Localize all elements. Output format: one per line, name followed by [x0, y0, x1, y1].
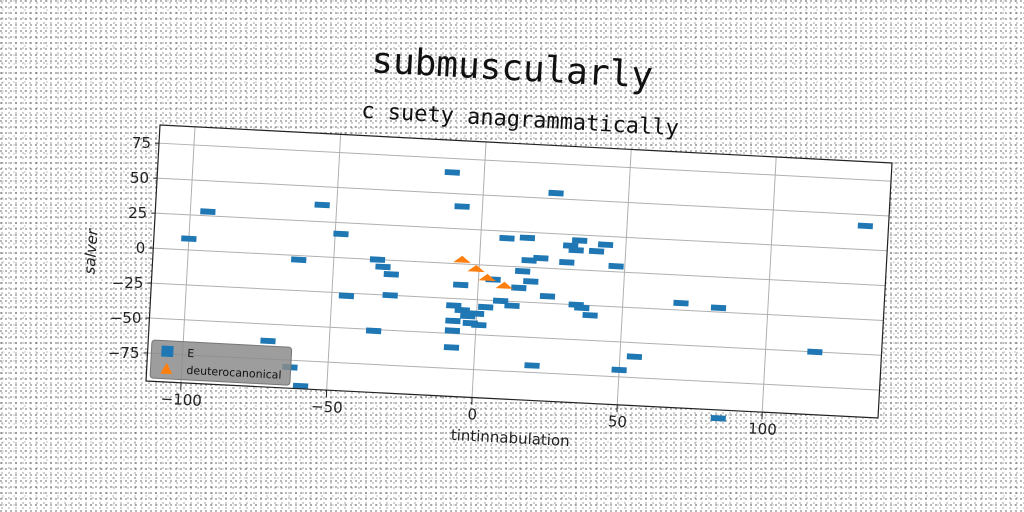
chart-subtitle: c suety anagrammatically: [361, 99, 680, 142]
y-tick-label: −75: [108, 344, 140, 362]
data-point: [291, 256, 307, 264]
x-axis-label: tintinnabulation: [450, 426, 570, 450]
legend-box: [149, 339, 293, 386]
plot-area: −100 −50 0 50 100 75 50 25 0 −25 −50 −75 tintinnabul…: [80, 124, 893, 450]
data-point: [338, 292, 355, 300]
data-point: [365, 327, 382, 335]
data-point: [514, 267, 531, 275]
data-point: [478, 303, 494, 311]
data-point: [478, 273, 496, 282]
x-gridline: [761, 156, 777, 413]
data-point: [492, 297, 509, 305]
data-point: [611, 366, 627, 374]
data-point: [499, 234, 515, 242]
data-point: [453, 255, 471, 263]
x-tick-label: −50: [311, 397, 344, 417]
data-point: [548, 189, 564, 197]
legend-marker: [161, 345, 174, 358]
data-point: [539, 293, 556, 300]
y-gridline: [158, 142, 892, 182]
x-tick-label: 50: [607, 412, 627, 431]
y-tick-label: −50: [110, 309, 142, 327]
data-point: [443, 344, 460, 351]
x-tick-label: 100: [748, 419, 778, 438]
y-gridline: [157, 177, 890, 217]
data-point: [454, 306, 470, 314]
y-gridline: [149, 317, 882, 356]
data-point: [382, 292, 398, 299]
x-gridline: [180, 126, 196, 383]
series-deuterocanonical: [453, 255, 513, 289]
data-point: [597, 241, 614, 248]
data-point: [588, 247, 605, 255]
y-tick-label: 50: [130, 169, 149, 187]
data-point: [523, 278, 539, 285]
data-point: [574, 304, 590, 312]
data-point: [524, 362, 540, 369]
data-point: [383, 271, 399, 278]
x-gridline: [326, 134, 342, 391]
y-tick-label: 0: [136, 239, 146, 257]
y-axis-label: salver: [80, 228, 101, 275]
data-point: [559, 259, 575, 266]
data-point: [626, 353, 643, 360]
tick-labels: −100 −50 0 50 100 75 50 25 0 −25 −50 −75: [108, 134, 777, 439]
data-point: [511, 284, 527, 292]
x-tick-label: 0: [467, 405, 477, 423]
data-point: [673, 299, 689, 307]
data-point: [807, 348, 823, 356]
data-point: [471, 321, 487, 329]
x-gridline: [616, 149, 632, 405]
y-tick-label: 25: [128, 204, 147, 222]
data-point: [200, 208, 216, 215]
data-point: [454, 203, 470, 210]
data-point: [710, 415, 726, 422]
data-point: [467, 265, 485, 273]
data-point: [468, 310, 485, 317]
legend-label: E: [187, 347, 195, 360]
series-E: [181, 169, 873, 422]
chart-title: submuscularly: [370, 40, 654, 97]
legend-label: deuterocanonical: [186, 364, 282, 382]
data-point: [495, 281, 513, 289]
data-point: [533, 254, 549, 262]
data-point: [453, 281, 469, 289]
axes-frame: [145, 124, 893, 419]
data-point: [333, 230, 349, 238]
y-gridline: [151, 282, 884, 321]
data-point: [181, 235, 197, 242]
y-gridline: [155, 212, 888, 252]
data-point: [582, 312, 598, 319]
data-point: [519, 234, 536, 242]
data-point: [568, 246, 584, 254]
x-tick-label: −100: [160, 390, 202, 410]
data-point: [444, 169, 460, 176]
data-point: [314, 201, 330, 209]
data-point: [375, 263, 391, 271]
y-tick-label: 75: [132, 134, 151, 152]
data-point: [572, 237, 588, 244]
data-point: [445, 317, 461, 325]
data-point: [292, 382, 309, 390]
data-point: [504, 302, 520, 309]
data-point: [521, 257, 537, 264]
data-point: [369, 256, 386, 263]
y-tick-label: −25: [112, 274, 144, 292]
data-point: [444, 327, 461, 334]
data-point: [608, 262, 624, 270]
data-point: [857, 222, 873, 230]
legend-marker: [160, 362, 173, 375]
data-point: [710, 304, 727, 312]
data-point: [260, 337, 276, 345]
y-gridline: [153, 247, 886, 287]
